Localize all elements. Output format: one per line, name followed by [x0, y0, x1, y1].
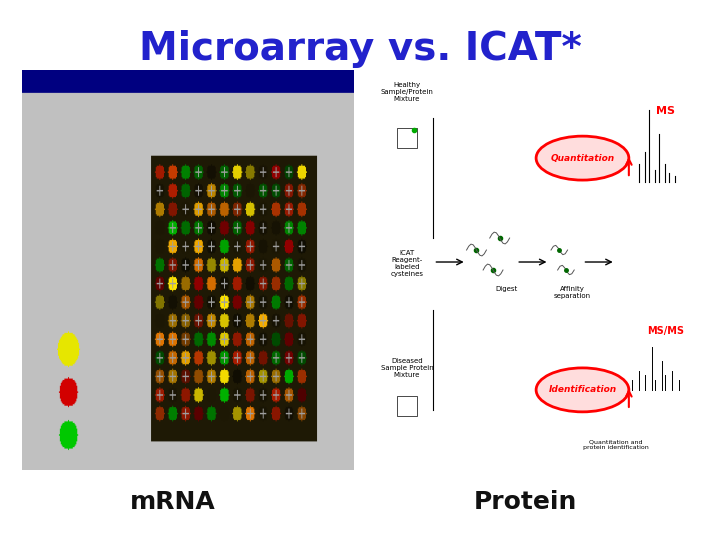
- Text: Microarray vs. ICAT*: Microarray vs. ICAT*: [139, 30, 581, 68]
- Text: Quantitation and
protein identification: Quantitation and protein identification: [582, 439, 649, 450]
- Text: MS: MS: [656, 106, 675, 116]
- Text: Healthy
Sample/Protein
Mixture: Healthy Sample/Protein Mixture: [380, 82, 433, 102]
- Text: Quantitation: Quantitation: [550, 153, 615, 163]
- Ellipse shape: [536, 136, 629, 180]
- Text: Affinity
separation: Affinity separation: [554, 286, 591, 299]
- Ellipse shape: [536, 368, 629, 412]
- Text: MS/MS: MS/MS: [647, 326, 684, 336]
- Text: Protein: Protein: [474, 490, 577, 514]
- Text: Diseased
Sample Protein
Mixture: Diseased Sample Protein Mixture: [381, 358, 433, 378]
- Text: Digest: Digest: [495, 286, 518, 292]
- Text: Identification: Identification: [549, 386, 616, 394]
- Text: ICAT
Reagent-
labeled
cysteines: ICAT Reagent- labeled cysteines: [390, 250, 423, 277]
- Text: mRNA: mRNA: [130, 490, 216, 514]
